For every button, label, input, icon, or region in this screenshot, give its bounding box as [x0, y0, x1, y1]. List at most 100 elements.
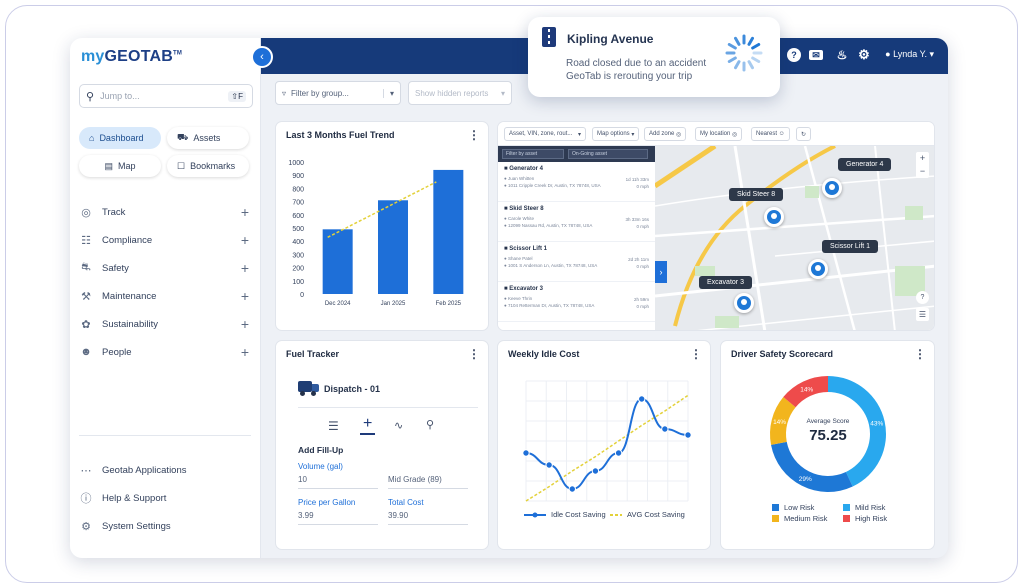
safety-scorecard-card: Driver Safety Scorecard ⋮ 43% 29% 14% 14% A…	[720, 340, 935, 550]
fuel-trend-card: Last 3 Months Fuel Trend ⋮ 0 100 200 300 400…	[275, 121, 489, 331]
hidden-reports-select[interactable]: Show hidden reports ▾	[408, 81, 512, 105]
slice-label: 14%	[773, 419, 786, 426]
nearest-button[interactable]: Nearest ☺	[751, 127, 790, 141]
toast-message: Road closed due to an accident GeoTab is …	[566, 58, 707, 82]
list-view-icon[interactable]: ☰	[328, 419, 339, 433]
help-icon[interactable]: ?	[787, 48, 801, 62]
data-point	[638, 395, 646, 403]
quick-map-button[interactable]: ▤ Map	[79, 155, 161, 177]
map-pin-icon[interactable]	[764, 207, 784, 227]
collapse-sidebar-button[interactable]: ‹	[251, 46, 273, 68]
notification-toast[interactable]: Kipling Avenue Road closed due to an acc…	[528, 17, 780, 97]
asset-time: 1d 11h 33m 0 mph	[625, 177, 649, 189]
layers-icon[interactable]: ☰	[916, 308, 929, 321]
map-view[interactable]: Generator 4 Skid Steer 8 Scissor Lift 1 …	[655, 146, 934, 330]
map-pin-icon[interactable]	[822, 178, 842, 198]
donut-slice	[828, 376, 886, 487]
section-title: Add Fill-Up	[298, 445, 344, 455]
nav-help-support[interactable]: ⓘ Help & Support	[79, 488, 249, 508]
asset-list-item[interactable]: ■ Excavator 3 ● Keeve Thrin ● 7104 Retterm…	[498, 282, 655, 322]
asset-list-item[interactable]: ■ Skid Steer 8 ● Carole White ● 12099 Nass…	[498, 202, 655, 242]
data-point	[684, 431, 692, 439]
group-filter-select[interactable]: ▿ Filter by group... ▾	[275, 81, 401, 105]
legend-mild-risk: Mild Risk	[843, 503, 885, 512]
zoom-controls[interactable]: + −	[916, 152, 929, 178]
nav-track[interactable]: ◎ Track +	[79, 202, 249, 222]
expand-icon[interactable]: +	[240, 204, 249, 220]
map-label-excavator-3[interactable]: Excavator 3	[699, 276, 752, 289]
average-score-value: 75.25	[809, 427, 847, 444]
clipboard-icon: ☷	[81, 234, 91, 247]
data-point	[522, 449, 530, 457]
spinner-segment	[734, 60, 741, 70]
volume-field[interactable]: Volume (gal) 10	[298, 462, 378, 489]
x-tick-label: Feb 2025	[436, 301, 462, 307]
sidebar: myGEOTABTM ⚲ Jump to... ⇧F ⌂ Dashboard ⛟ A…	[70, 38, 261, 558]
logo[interactable]: myGEOTABTM	[81, 48, 183, 65]
help-icon[interactable]: ?	[916, 291, 929, 304]
quick-dashboard-button[interactable]: ⌂ Dashboard	[79, 127, 161, 149]
grade-field[interactable]: Mid Grade (89)	[388, 462, 468, 489]
asset-name: ■ Excavator 3	[504, 286, 543, 292]
add-tab-icon[interactable]: +	[360, 415, 376, 435]
my-location-button[interactable]: My location ◎	[695, 127, 743, 141]
y-tick-label: 800	[292, 186, 304, 193]
mail-icon[interactable]: ✉	[809, 50, 823, 60]
globe-icon: ◎	[81, 206, 91, 219]
asset-list-item[interactable]: ■ Scissor Lift 1 ● Shane Patel ● 1001 S An…	[498, 242, 655, 282]
nav-compliance[interactable]: ☷ Compliance +	[79, 230, 249, 250]
map-pin-icon[interactable]	[734, 293, 754, 313]
expand-icon[interactable]: +	[240, 232, 249, 248]
asset-name: ■ Skid Steer 8	[504, 206, 544, 212]
more-options-icon[interactable]: ⋮	[468, 347, 480, 361]
more-options-icon[interactable]: ⋮	[914, 347, 926, 361]
bell-icon[interactable]: ♨	[836, 48, 848, 62]
trendline	[327, 181, 437, 238]
home-icon: ⌂	[89, 133, 95, 143]
quick-bookmarks-button[interactable]: ☐ Bookmarks	[167, 155, 249, 177]
asset-search-input[interactable]: Asset, VIN, zone, rout... ▾	[504, 127, 586, 141]
expand-icon[interactable]: +	[240, 260, 249, 276]
map-options-button[interactable]: Map options ▾	[592, 127, 640, 141]
refresh-button[interactable]: ↻	[796, 127, 812, 141]
map-pin-icon[interactable]	[808, 259, 828, 279]
nav-sustainability[interactable]: ✿ Sustainability +	[79, 314, 249, 334]
y-tick-label: 0	[300, 292, 304, 299]
legend-high-risk: High Risk	[843, 514, 887, 523]
more-options-icon[interactable]: ⋮	[468, 128, 480, 142]
expand-icon[interactable]: +	[240, 288, 249, 304]
asset-filter-input[interactable]: Filter by asset	[502, 149, 564, 159]
donut-hole	[789, 395, 867, 473]
nav-safety[interactable]: ⛐ Safety +	[79, 258, 249, 278]
map-label-generator-4[interactable]: Generator 4	[838, 158, 892, 171]
grid-icon: ⋯	[80, 464, 92, 477]
spinner-segment	[734, 36, 741, 46]
map-label-skid-steer-8[interactable]: Skid Steer 8	[729, 188, 784, 201]
nav-maintenance[interactable]: ⚒ Maintenance +	[79, 286, 249, 306]
price-field[interactable]: Price per Gallon 3.99	[298, 498, 378, 525]
nav-system-settings[interactable]: ⚙ System Settings	[79, 516, 249, 536]
more-options-icon[interactable]: ⋮	[690, 347, 702, 361]
quick-assets-button[interactable]: ⛟ Assets	[167, 127, 249, 149]
location-pin-icon[interactable]: ⚲	[426, 419, 435, 431]
search-input[interactable]: ⚲ Jump to... ⇧F	[79, 84, 253, 108]
asset-details: ● Shane Patel ● 1001 S Anderson Ln, Austi…	[504, 256, 598, 268]
expand-icon[interactable]: +	[240, 316, 249, 332]
nav-people[interactable]: ☻ People +	[80, 344, 249, 360]
expand-list-button[interactable]: ›	[655, 261, 667, 283]
map-label-scissor-lift-1[interactable]: Scissor Lift 1	[822, 240, 879, 253]
search-icon: ⚲	[86, 90, 95, 103]
bar	[378, 200, 408, 294]
y-tick-label: 900	[292, 173, 304, 180]
asset-list-item[interactable]: ■ Generator 4 ● Juan Whitten ● 1011 Crippl…	[498, 162, 655, 202]
total-field[interactable]: Total Cost 39.90	[388, 498, 468, 525]
user-menu[interactable]: ● Lynda Y. ▾	[885, 49, 934, 59]
ongoing-filter-select[interactable]: On-Going asset	[568, 149, 648, 159]
asset-time: 2h 59m 0 mph	[633, 297, 649, 309]
map-icon: ▤	[104, 160, 113, 171]
gear-icon[interactable]: ⚙	[858, 47, 870, 62]
add-zone-button[interactable]: Add zone ◎	[644, 127, 687, 141]
chart-tab-icon[interactable]: ∿	[394, 420, 404, 432]
nav-geotab-applications[interactable]: ⋯ Geotab Applications	[80, 464, 187, 477]
expand-icon[interactable]: +	[240, 344, 249, 360]
